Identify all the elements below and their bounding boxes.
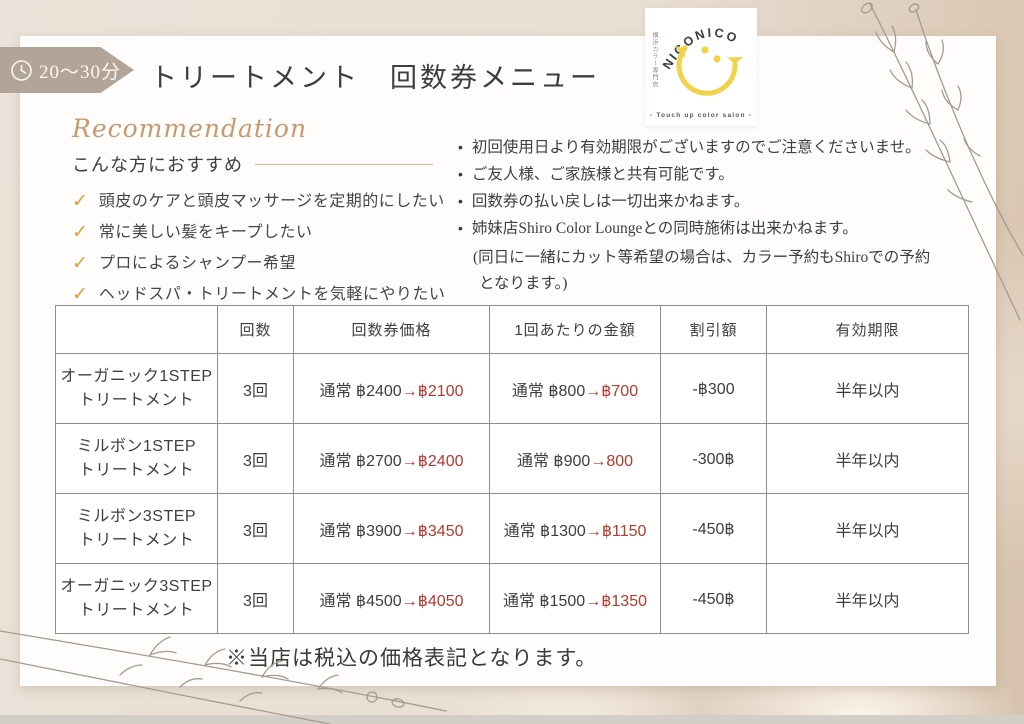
header-discount: 割引額 [660,305,767,354]
checklist-item: ✓ 頭皮のケアと頭皮マッサージを定期的にしたい [72,191,445,212]
background-bottom-strip [0,715,1024,724]
table-row: オーガニック1STEP トリートメント 3回 通常 ฿2400→฿2100 通常 … [55,353,969,424]
per-visit-cell: 通常 ฿900→800 [489,423,661,494]
validity-cell: 半年以内 [766,353,969,424]
table-row: ミルボン3STEP トリートメント 3回 通常 ฿3900→฿3450 通常 ฿1… [55,493,969,564]
validity-cell: 半年以内 [766,423,969,494]
clock-icon [11,59,32,81]
checklist-item: ✓ 常に美しい髪をキープしたい [72,222,313,243]
ticket-price-cell: 通常 ฿4500→฿4050 [293,563,490,634]
per-visit-cell: 通常 ฿1500→฿1350 [489,563,661,634]
svg-text:NICONICO: NICONICO [660,26,741,72]
duration-text: 20〜30分 [39,61,122,83]
recommendation-checklist: ✓ 頭皮のケアと頭皮マッサージを定期的にしたい ✓ 常に美しい髪をキープしたい … [72,191,452,306]
discount-cell: -450฿ [660,493,767,564]
discount-cell: -฿300 [660,353,767,424]
header-count: 回数 [217,305,294,354]
discount-cell: -450฿ [660,563,767,634]
duration-badge: 20〜30分 [0,47,134,93]
count-cell: 3回 [217,493,294,564]
logo-smile-icon: NICONICO [660,26,744,96]
ticket-price-cell: 通常 ฿3900→฿3450 [293,493,490,564]
table-row: オーガニック3STEP トリートメント 3回 通常 ฿4500→฿4050 通常 … [55,563,969,634]
table-row: ミルボン1STEP トリートメント 3回 通常 ฿2700→฿2400 通常 ฿9… [55,423,969,494]
count-cell: 3回 [217,353,294,424]
recommendation-heading-en: Recommendation [72,114,308,143]
coupon-price-table: 回数 回数券価格 1回あたりの金額 割引額 有効期限 オーガニック1STEP トリ… [55,305,969,634]
usage-notes-section: • 初回使用日より有効期限がございますのでご注意くださいませ。 • ご友人様、ご… [458,137,970,297]
note-continuation: (同日に一緒にカット等希望の場合は、カラー予約もShiroでの予約 となります。… [473,249,931,292]
header-menu [55,305,218,354]
recommendation-heading-jp: こんな方におすすめ [72,155,243,175]
tax-note: ※当店は税込の価格表記となります。 [226,646,598,670]
header-validity: 有効期限 [766,305,969,354]
check-icon: ✓ [72,222,88,243]
checklist-item: ✓ ヘッドスパ・トリートメントを気軽にやりたい [72,284,446,305]
per-visit-cell: 通常 ฿800→฿700 [489,353,661,424]
logo-tagline: - Touch up color salon - [650,112,752,119]
menu-name-cell: ミルボン3STEP トリートメント [55,493,218,564]
ticket-price-cell: 通常 ฿2400→฿2100 [293,353,490,424]
menu-name-cell: オーガニック1STEP トリートメント [55,353,218,424]
header-per-visit: 1回あたりの金額 [489,305,661,354]
validity-cell: 半年以内 [766,563,969,634]
count-cell: 3回 [217,423,294,494]
salon-logo: 横浜カラー専門店 NICONICO - Touch up color salon… [645,8,757,126]
bullet-icon: • [458,166,463,182]
note-item: • 回数券の払い戻しは一切出来かねます。 [458,193,750,210]
bullet-icon: • [458,220,463,236]
check-icon: ✓ [72,284,88,305]
menu-name-cell: オーガニック3STEP トリートメント [55,563,218,634]
checklist-item: ✓ プロによるシャンプー希望 [72,253,296,274]
bullet-icon: • [458,139,463,155]
validity-cell: 半年以内 [766,493,969,564]
discount-cell: -300฿ [660,423,767,494]
recommendation-section: Recommendation こんな方におすすめ ✓ 頭皮のケアと頭皮マッサージ… [72,114,452,315]
bullet-icon: • [458,193,463,209]
logo-side-text: 横浜カラー専門店 [651,32,657,88]
header-ticket-price: 回数券価格 [293,305,490,354]
note-item: • 姉妹店Shiro Color Loungeとの同時施術は出来かねます。 [458,220,858,237]
check-icon: ✓ [72,191,88,212]
note-item: • ご友人様、ご家族様と共有可能です。 [458,166,734,183]
per-visit-cell: 通常 ฿1300→฿1150 [489,493,661,564]
decorative-rule [255,163,433,165]
table-header-row: 回数 回数券価格 1回あたりの金額 割引額 有効期限 [55,305,969,354]
page-title: トリートメント 回数券メニュー [150,63,600,93]
check-icon: ✓ [72,253,88,274]
ticket-price-cell: 通常 ฿2700→฿2400 [293,423,490,494]
count-cell: 3回 [217,563,294,634]
note-item: • 初回使用日より有効期限がございますのでご注意くださいませ。 [458,139,921,156]
menu-name-cell: ミルボン1STEP トリートメント [55,423,218,494]
